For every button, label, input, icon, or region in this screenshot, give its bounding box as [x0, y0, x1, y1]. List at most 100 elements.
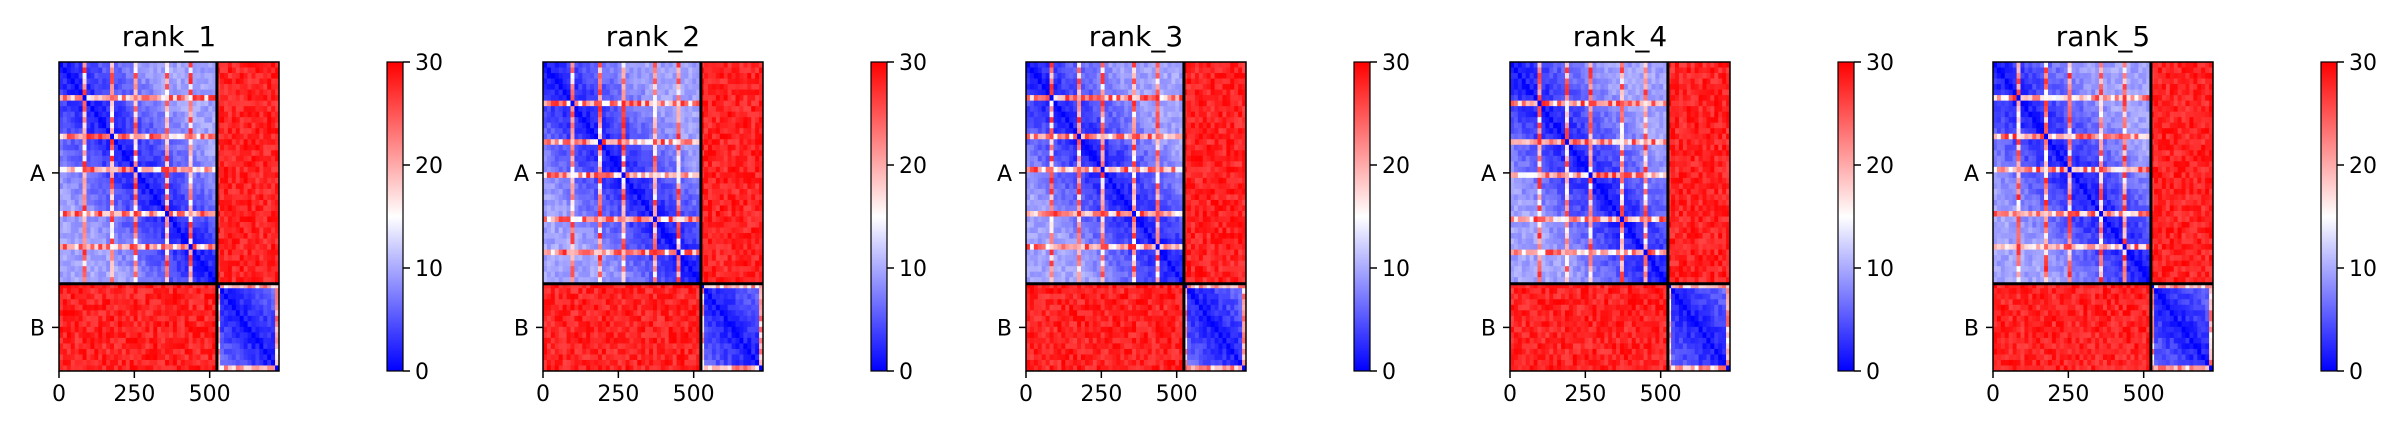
heatmap-cell [165, 310, 170, 317]
heatmap-cell [106, 222, 111, 228]
heatmap-cell [645, 199, 650, 206]
heatmap-cell [94, 128, 99, 135]
heatmap-cell [78, 150, 83, 157]
heatmap-cell [617, 89, 622, 96]
heatmap-cell [649, 150, 654, 157]
heatmap-cell [86, 172, 91, 179]
heatmap-cell [715, 188, 721, 195]
heatmap-cell [110, 128, 115, 135]
heatmap-cell [94, 155, 99, 162]
heatmap-cell [98, 78, 103, 85]
heatmap-cell [715, 166, 721, 173]
heatmap-cell [263, 188, 268, 195]
heatmap-cell [759, 122, 764, 129]
heatmap-cell [157, 111, 162, 118]
heatmap-cell [633, 106, 638, 113]
heatmap-cell [121, 233, 127, 239]
heatmap-cell [235, 122, 241, 129]
heatmap-cell [653, 122, 658, 129]
heatmap-cell [723, 199, 729, 206]
heatmap-cell [570, 199, 575, 206]
heatmap-cell [715, 67, 721, 74]
heatmap-cell [114, 84, 119, 90]
heatmap-cell [660, 199, 666, 206]
heatmap-cell [617, 222, 622, 228]
heatmap-cell [570, 117, 575, 124]
heatmap-cell [543, 133, 548, 140]
heatmap-cell [751, 172, 756, 179]
heatmap-cell [188, 354, 193, 361]
heatmap-cell [70, 238, 76, 245]
heatmap-cell [275, 249, 280, 256]
heatmap-cell [243, 315, 248, 322]
heatmap-cell [157, 205, 162, 212]
heatmap-cell [251, 150, 256, 157]
heatmap-cell [751, 199, 756, 206]
heatmap-cell [629, 122, 634, 129]
heatmap-cell [672, 95, 677, 102]
heatmap-cell [715, 177, 721, 184]
heatmap-cell [641, 150, 646, 157]
heatmap-cell [121, 78, 127, 85]
heatmap-cell [90, 222, 95, 228]
heatmap-cell [78, 84, 83, 90]
heatmap-cell [759, 210, 764, 217]
heatmap-cell [637, 222, 642, 228]
heatmap-cell [62, 299, 68, 306]
heatmap-cell [594, 139, 599, 146]
heatmap-cell [74, 78, 80, 85]
heatmap-cell [660, 210, 666, 217]
heatmap-cell [739, 144, 744, 151]
heatmap-cell [117, 343, 123, 350]
heatmap-cell [235, 73, 241, 79]
heatmap-cell [247, 244, 252, 251]
heatmap-cell [204, 337, 209, 344]
heatmap-cell [731, 128, 736, 135]
heatmap-cell [176, 117, 182, 124]
heatmap-cell [70, 354, 76, 361]
heatmap-cell [586, 150, 591, 157]
heatmap-cell [605, 166, 611, 173]
heatmap-cell [172, 337, 178, 344]
heatmap-cell [59, 332, 64, 339]
heatmap-cell [165, 183, 170, 190]
heatmap-cell [98, 222, 103, 228]
heatmap-cell [176, 293, 182, 300]
heatmap-cell [743, 177, 748, 184]
heatmap-cell [235, 266, 241, 273]
heatmap-cell [550, 122, 556, 129]
heatmap-cell [184, 73, 190, 79]
heatmap-cell [235, 144, 241, 151]
heatmap-cell [78, 188, 83, 195]
heatmap-cell [78, 172, 83, 179]
heatmap-cell [220, 244, 225, 251]
heatmap-cell [247, 150, 252, 157]
heatmap-cell [224, 95, 229, 102]
heatmap-cell [184, 299, 190, 306]
heatmap-cell [625, 106, 630, 113]
heatmap-cell [739, 233, 744, 239]
heatmap-cell [247, 155, 252, 162]
heatmap-cell [609, 233, 615, 239]
heatmap-cell [708, 233, 713, 239]
heatmap-cell [247, 233, 252, 239]
heatmap-cell [208, 177, 213, 184]
heatmap-cell [633, 238, 638, 245]
heatmap-cell [660, 78, 666, 85]
heatmap-cell [212, 244, 217, 251]
heatmap-cell [660, 188, 666, 195]
heatmap-cell [110, 166, 115, 173]
heatmap-cell [74, 111, 80, 118]
heatmap-cell [62, 210, 68, 217]
heatmap-cell [180, 304, 186, 311]
heatmap-cell [117, 321, 123, 328]
heatmap-cell [224, 354, 229, 361]
heatmap-cell [227, 100, 233, 107]
heatmap-cell [267, 343, 272, 350]
heatmap-cell [180, 233, 186, 239]
heatmap-cell [625, 177, 630, 184]
heatmap-cell [82, 332, 87, 339]
heatmap-cell [106, 95, 111, 102]
heatmap-cell [645, 210, 650, 217]
heatmap-cell [633, 199, 638, 206]
